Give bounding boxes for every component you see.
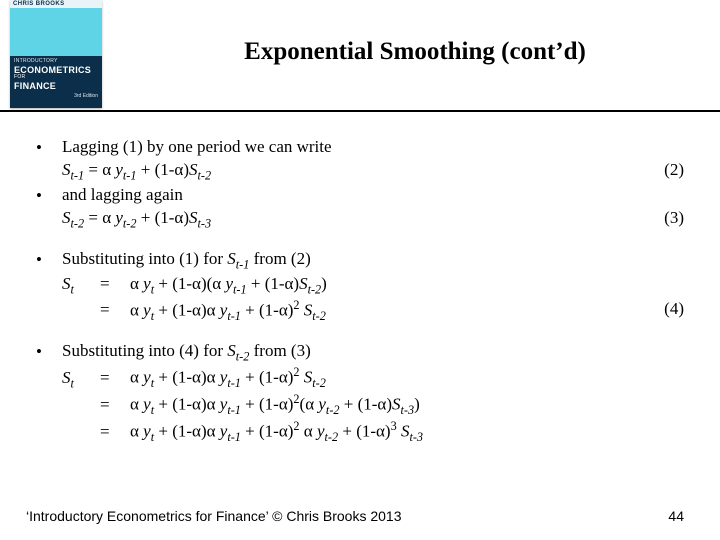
equation-5b: = α yt + (1-α)α yt-1 + (1-α)2(α yt-2 + (… (62, 392, 638, 419)
equation-2: St-1 = α yt-1 + (1-α)St-2 (62, 159, 638, 184)
book-cover: CHRIS BROOKS INTRODUCTORY ECONOMETRICS F… (10, 0, 102, 108)
book-title-block: INTRODUCTORY ECONOMETRICS FOR FINANCE 3r… (10, 56, 102, 108)
bullet-icon: • (36, 184, 62, 207)
header: CHRIS BROOKS INTRODUCTORY ECONOMETRICS F… (0, 0, 720, 112)
equation-row: St = α yt + (1-α)(α yt-1 + (1-α)St-2) (36, 273, 684, 298)
equation-row: St = α yt + (1-α)α yt-1 + (1-α)2 St-2 (36, 365, 684, 392)
bullet-row: • Lagging (1) by one period we can write (36, 136, 684, 159)
footer: ‘Introductory Econometrics for Finance’ … (26, 508, 684, 524)
eqnum-2: (2) (638, 159, 684, 181)
equation-4a: St = α yt + (1-α)(α yt-1 + (1-α)St-2) (62, 273, 638, 298)
footer-page-number: 44 (668, 508, 684, 524)
equation-row: = α yt + (1-α)α yt-1 + (1-α)2 α yt-2 + (… (36, 419, 684, 446)
footer-copyright: ‘Introductory Econometrics for Finance’ … (26, 508, 402, 524)
book-author: CHRIS BROOKS (10, 0, 102, 8)
book-line2: ECONOMETRICS (14, 65, 98, 75)
bullet-icon: • (36, 248, 62, 271)
bullet-text: Substituting into (1) for St-1 from (2) (62, 248, 638, 273)
bullet-icon: • (36, 340, 62, 363)
equation-3: St-2 = α yt-2 + (1-α)St-3 (62, 207, 638, 232)
book-cover-mid (10, 8, 102, 56)
bullet-text: Lagging (1) by one period we can write (62, 136, 638, 158)
equation-row: = α yt + (1-α)α yt-1 + (1-α)2(α yt-2 + (… (36, 392, 684, 419)
book-edition: 3rd Edition (14, 94, 98, 100)
bullet-row: • Substituting into (4) for St-2 from (3… (36, 340, 684, 365)
book-line4: FINANCE (14, 81, 98, 91)
eqnum-3: (3) (638, 207, 684, 229)
bullet-text: Substituting into (4) for St-2 from (3) (62, 340, 638, 365)
book-line1: INTRODUCTORY (14, 59, 98, 65)
bullet-text: and lagging again (62, 184, 638, 206)
content: • Lagging (1) by one period we can write… (0, 112, 720, 446)
bullet-row: • Substituting into (1) for St-1 from (2… (36, 248, 684, 273)
bullet-icon: • (36, 136, 62, 159)
equation-5c: = α yt + (1-α)α yt-1 + (1-α)2 α yt-2 + (… (62, 419, 638, 446)
page-title: Exponential Smoothing (cont’d) (145, 38, 685, 66)
equation-row: St-1 = α yt-1 + (1-α)St-2 (2) (36, 159, 684, 184)
equation-5a: St = α yt + (1-α)α yt-1 + (1-α)2 St-2 (62, 365, 638, 392)
equation-4b: = α yt + (1-α)α yt-1 + (1-α)2 St-2 (62, 298, 638, 325)
equation-row: St-2 = α yt-2 + (1-α)St-3 (3) (36, 207, 684, 232)
equation-row: = α yt + (1-α)α yt-1 + (1-α)2 St-2 (4) (36, 298, 684, 325)
bullet-row: • and lagging again (36, 184, 684, 207)
eqnum-4: (4) (638, 298, 684, 320)
